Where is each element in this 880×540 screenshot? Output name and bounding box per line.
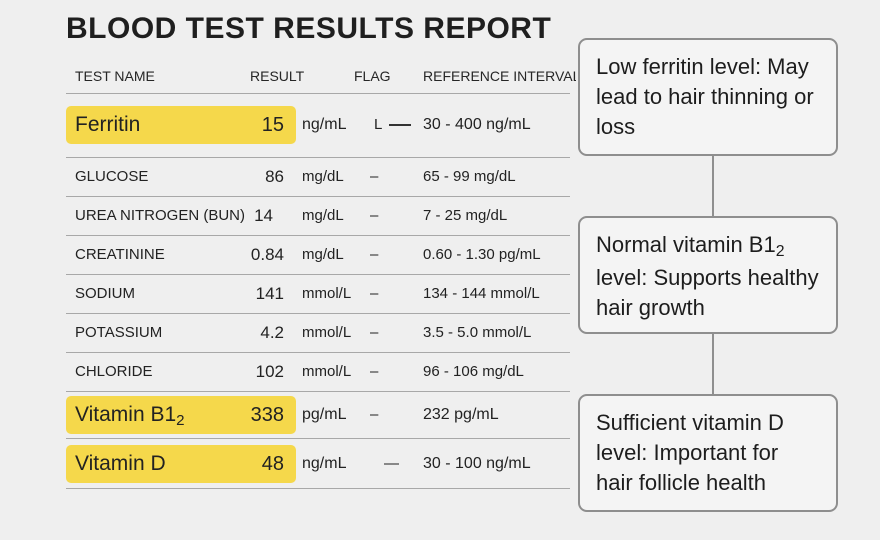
- reference-interval: 3.5 - 5.0 mmol/L: [423, 324, 532, 341]
- table-row-vitamin-b12: Vitamin B12 338 pg/mL – 232 pg/mL: [66, 396, 576, 434]
- row-divider: [66, 157, 570, 158]
- ferritin-callout: Low ferritin level: May lead to hair thi…: [578, 38, 838, 156]
- result-value: 86: [265, 167, 284, 186]
- vitamin-b12-callout-text-end: level: Supports healthy hair growth: [596, 265, 819, 320]
- result-unit: ng/mL: [302, 455, 347, 472]
- highlight-bar: [66, 106, 296, 144]
- header-flag: FLAG: [354, 68, 391, 84]
- callout-connector: [712, 333, 714, 395]
- vitamin-d-callout-text: Sufficient vitamin D level: Important fo…: [596, 410, 784, 495]
- vitamin-d-callout: Sufficient vitamin D level: Important fo…: [578, 394, 838, 512]
- header-test-name: TEST NAME: [75, 68, 155, 84]
- test-name: Vitamin D: [75, 452, 166, 475]
- highlight-bar: [66, 445, 296, 483]
- table-row-sodium: SODIUM 141 mmol/L – 134 - 144 mmol/L: [66, 275, 576, 313]
- flag-value: –: [370, 324, 379, 341]
- result-value: 14: [254, 206, 273, 225]
- flag-value: L: [374, 116, 383, 133]
- row-divider: [66, 438, 570, 439]
- flag-value: –: [370, 168, 379, 185]
- row-divider: [66, 235, 570, 236]
- table-row-glucose: GLUCOSE 86 mg/dL – 65 - 99 mg/dL: [66, 158, 576, 196]
- flag-value: –: [370, 207, 379, 224]
- reference-interval: 7 - 25 mg/dL: [423, 207, 508, 224]
- header-divider: [66, 93, 570, 94]
- result-unit: mg/dL: [302, 246, 344, 263]
- reference-interval: 232 pg/mL: [423, 406, 499, 423]
- result-unit: mg/dL: [302, 168, 344, 185]
- flag-value: –: [370, 246, 379, 263]
- result-unit: mmol/L: [302, 324, 352, 341]
- row-divider: [66, 391, 570, 392]
- reference-interval: 30 - 400 ng/mL: [423, 116, 531, 133]
- results-table: TEST NAME RESULT FLAG REFERENCE INTERVAL…: [66, 58, 576, 498]
- highlight-bar: [66, 396, 296, 434]
- test-name: Ferritin: [75, 113, 141, 136]
- header-result: RESULT: [250, 68, 305, 84]
- row-divider: [66, 196, 570, 197]
- result-unit: mmol/L: [302, 363, 352, 380]
- table-row-chloride: CHLORIDE 102 mmol/L – 96 - 106 mg/dL: [66, 353, 576, 391]
- test-name: CREATININE: [75, 246, 165, 263]
- test-name: POTASSIUM: [75, 324, 163, 341]
- test-name: GLUCOSE: [75, 168, 149, 185]
- row-divider: [66, 488, 570, 489]
- result-value: 0.84: [250, 245, 284, 264]
- table-row-vitamin-d: Vitamin D 48 ng/mL — 30 - 100 ng/mL: [66, 445, 576, 483]
- result-value: 338: [250, 404, 284, 426]
- flag-value: —: [384, 455, 399, 472]
- result-value: 48: [261, 453, 284, 475]
- flag-value: –: [370, 363, 379, 380]
- table-row-creatinine: CREATININE 0.84 mg/dL – 0.60 - 1.30 pg/m…: [66, 236, 576, 274]
- table-row-bun: UREA NITROGEN (BUN) 14 mg/dL – 7 - 25 mg…: [66, 197, 576, 235]
- reference-interval: 96 - 106 mg/dL: [423, 363, 524, 380]
- row-divider: [66, 352, 570, 353]
- report-title: BLOOD TEST RESULTS REPORT: [66, 12, 552, 45]
- result-value: 141: [255, 284, 284, 303]
- test-name: UREA NITROGEN (BUN): [75, 207, 246, 224]
- vitamin-b12-callout-subscript: 2: [775, 243, 785, 261]
- result-unit: ng/mL: [302, 116, 347, 133]
- result-unit: mg/dL: [302, 207, 344, 224]
- reference-interval: 30 - 100 ng/mL: [423, 455, 531, 472]
- row-divider: [66, 274, 570, 275]
- vitamin-b12-callout: Normal vitamin B12 level: Supports healt…: [578, 216, 838, 334]
- flag-dash: [389, 124, 411, 126]
- reference-interval: 0.60 - 1.30 pg/mL: [423, 246, 541, 263]
- result-value: 4.2: [260, 323, 284, 342]
- vitamin-b12-callout-text-start: Normal vitamin B1: [596, 232, 776, 257]
- result-unit: pg/mL: [302, 406, 347, 423]
- result-value: 15: [261, 114, 284, 136]
- reference-interval: 65 - 99 mg/dL: [423, 168, 516, 185]
- test-name: CHLORIDE: [75, 363, 153, 380]
- table-row-ferritin: Ferritin 15 ng/mL L 30 - 400 ng/mL: [66, 106, 576, 144]
- result-value: 102: [255, 362, 284, 381]
- row-divider: [66, 313, 570, 314]
- flag-value: –: [370, 285, 379, 302]
- reference-interval: 134 - 144 mmol/L: [423, 285, 540, 302]
- test-name: SODIUM: [75, 285, 135, 302]
- table-row-potassium: POTASSIUM 4.2 mmol/L – 3.5 - 5.0 mmol/L: [66, 314, 576, 352]
- ferritin-callout-text: Low ferritin level: May lead to hair thi…: [596, 54, 814, 139]
- result-unit: mmol/L: [302, 285, 352, 302]
- test-name: Vitamin B12: [75, 403, 185, 430]
- flag-value: –: [370, 406, 379, 423]
- header-reference-interval: REFERENCE INTERVAL: [423, 68, 576, 84]
- callout-connector: [712, 155, 714, 219]
